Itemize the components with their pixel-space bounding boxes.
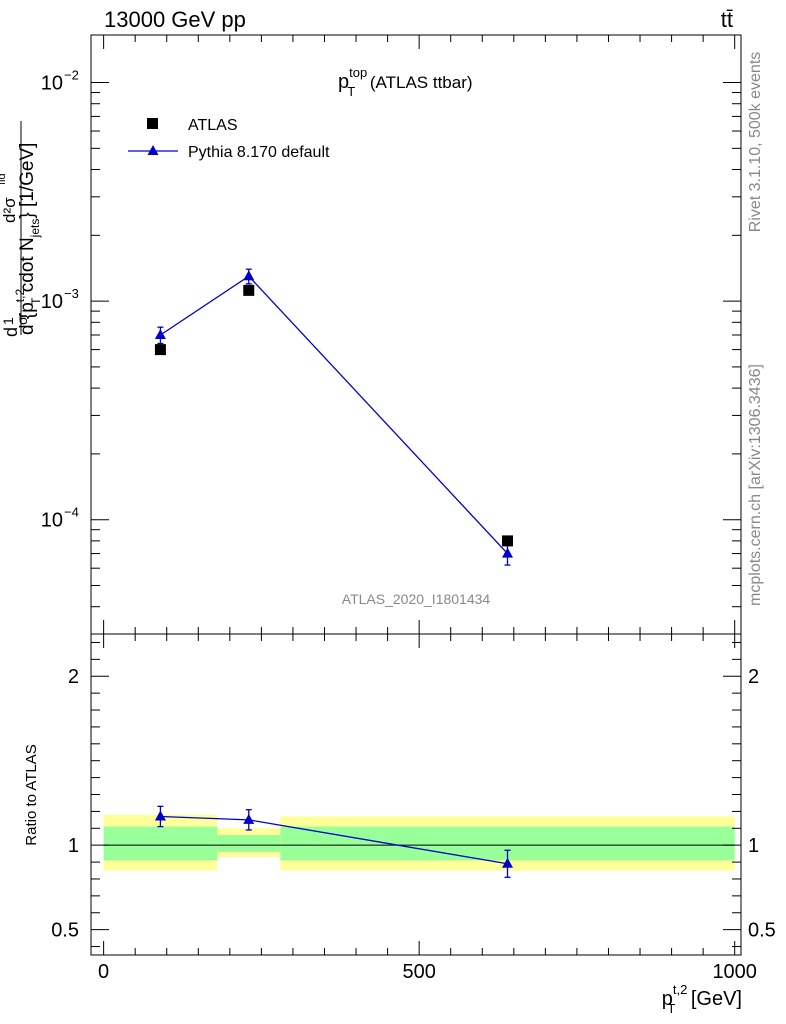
main-title: ptop T (ATLAS ttbar): [338, 65, 473, 99]
pythia-point: [154, 328, 166, 339]
svg-text:fid: fid: [0, 173, 8, 185]
ratio-pythia-point: [502, 857, 514, 868]
header-left: 13000 GeV pp: [104, 7, 246, 32]
legend-pythia-marker: [147, 145, 159, 155]
ratio-y-tick-label-right: 1: [748, 835, 759, 857]
ratio-panel-frame: 0.5 0.5 1 1 2 2 0 500 1000: [51, 633, 776, 983]
legend-atlas-label: ATLAS: [188, 117, 238, 134]
y-tick-label-exponent: −3: [64, 286, 79, 301]
pythia-point: [502, 547, 514, 558]
svg-text:d {pt,2T cdot Njets} [1/GeV]: d {pt,2 T cdot Njets} [1/GeV]: [13, 143, 43, 335]
svg-text:d²σ: d²σ: [0, 197, 19, 223]
svg-text:1: 1: [0, 317, 16, 325]
svg-text:d: d: [1, 327, 21, 337]
ratio-y-tick-label-right: 0.5: [748, 920, 776, 942]
ratio-uncertainty-bands: [103, 814, 735, 871]
ratio-data-marks: [154, 810, 514, 868]
ratio-pythia-point: [154, 810, 166, 821]
pythia-point: [243, 270, 255, 281]
ratio-y-tick-label-right: 2: [748, 666, 759, 688]
atlas-point: [502, 535, 514, 547]
x-tick-label: 0: [98, 961, 109, 983]
main-y-axis-label: d {pt,2 T cdot Njets} [1/GeV] d 1 σ d²σ f…: [0, 121, 43, 337]
svg-text:σ: σ: [14, 316, 30, 325]
mcplots-label: mcplots.cern.ch [arXiv:1306.3436]: [747, 364, 764, 606]
ratio-band-green-0: [103, 826, 218, 861]
legend-pythia-label: Pythia 8.170 default: [188, 144, 330, 161]
x-tick-label: 1000: [712, 961, 757, 983]
ratio-y-tick-label: 1: [68, 835, 79, 857]
ratio-frame-border: [90, 633, 742, 956]
header-right: tt̄: [721, 7, 733, 32]
analysis-label: ATLAS_2020_I1801434: [342, 591, 491, 607]
ratio-y-tick-label: 2: [68, 666, 79, 688]
x-axis-label: pt,2 T [GeV]: [662, 982, 742, 1016]
rivet-label: Rivet 3.1.10, 500k events: [747, 52, 764, 233]
y-tick-label: 10: [41, 510, 63, 532]
pythia-series-line: [160, 275, 508, 555]
atlas-point: [154, 344, 166, 356]
main-panel-frame: 10−210−310−4: [41, 34, 742, 635]
atlas-point: [243, 284, 255, 296]
y-tick-label-exponent: −4: [64, 505, 79, 520]
ratio-y-tick-label: 0.5: [51, 920, 79, 942]
main-series-lines: [157, 268, 511, 566]
y-tick-label: 10: [41, 73, 63, 95]
ratio-band-green-1: [217, 835, 281, 852]
x-tick-label: 500: [402, 961, 435, 983]
ratio-pythia-point: [243, 813, 255, 824]
y-tick-label-exponent: −2: [64, 68, 79, 83]
legend: ATLAS Pythia 8.170 default: [128, 117, 330, 161]
y-tick-label: 10: [41, 291, 63, 313]
legend-atlas-marker: [147, 118, 158, 129]
ratio-y-axis-label: Ratio to ATLAS: [23, 744, 40, 845]
main-data-marks: [154, 270, 514, 558]
